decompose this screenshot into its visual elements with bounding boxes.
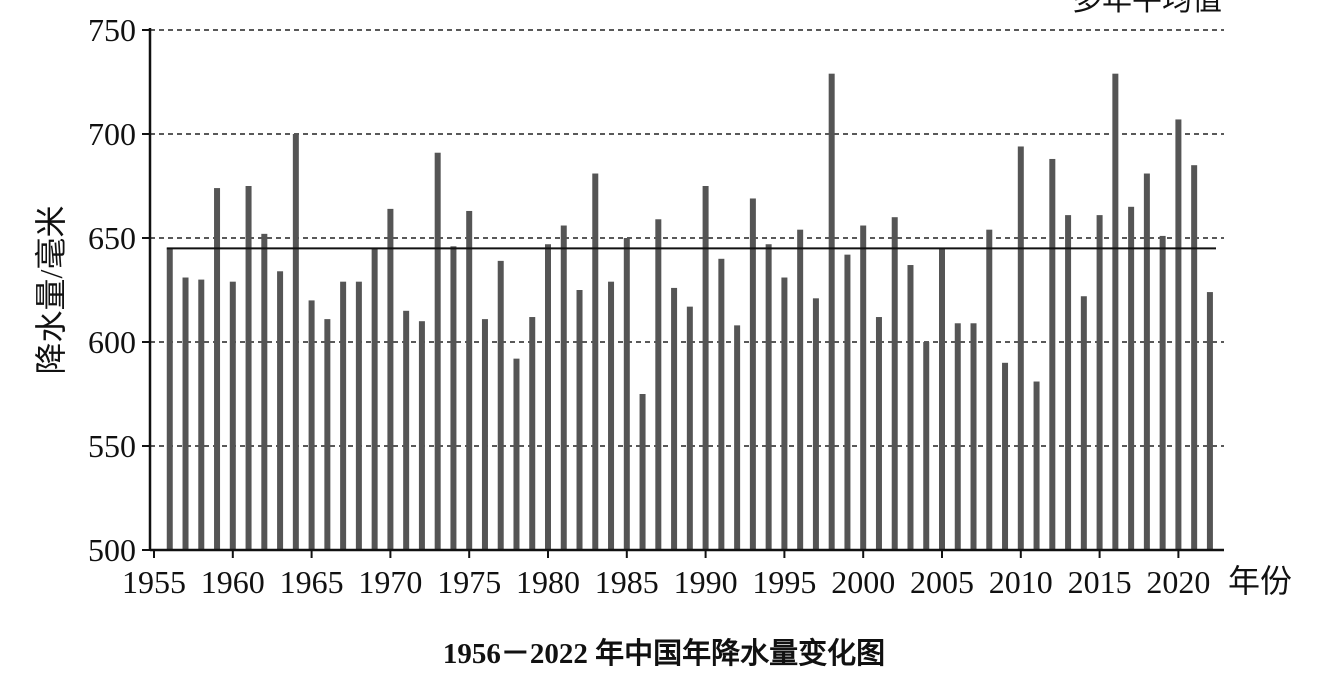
x-tick-label-1985: 1985 [595,564,659,600]
bar-1992 [734,325,741,550]
x-tick-label-2015: 2015 [1068,564,1132,600]
x-tick-label-1970: 1970 [358,564,422,600]
y-tick-label-600: 600 [88,324,136,360]
bar-1987 [655,219,662,550]
bar-1972 [418,321,425,550]
bar-1977 [497,260,504,550]
bar-2016 [1112,73,1119,551]
x-tick-label-1995: 1995 [752,564,816,600]
bar-2017 [1128,206,1135,551]
bar-1983 [592,173,599,550]
bar-1991 [718,258,725,550]
x-axis-title: 年份 [1228,563,1292,599]
x-tick-label-2020: 2020 [1146,564,1210,600]
bar-1964 [292,134,299,550]
bar-1984 [608,281,615,550]
bar-1962 [261,233,268,550]
bar-1961 [245,186,252,550]
bar-1968 [355,281,362,550]
bar-2009 [1002,362,1009,550]
x-tick-label-2005: 2005 [910,564,974,600]
reference-line-label: 多年平均值 [1072,0,1222,17]
bar-2002 [891,217,898,550]
bar-1997 [812,298,819,550]
bar-1994 [765,244,772,551]
bar-2015 [1096,215,1103,550]
bar-1986 [639,394,646,550]
bar-2014 [1080,296,1087,550]
x-tick-label-1980: 1980 [516,564,580,600]
bar-1985 [623,238,630,550]
bar-1956 [166,248,173,550]
bar-2018 [1143,173,1150,550]
bar-1981 [560,225,567,550]
bar-2011 [1033,381,1040,550]
bar-2001 [875,317,882,550]
y-tick-label-550: 550 [88,428,136,464]
bar-1995 [781,277,788,550]
bar-2003 [907,265,914,550]
bar-1988 [671,287,678,550]
bar-2008 [986,229,993,550]
bar-1998 [828,73,835,551]
bar-2021 [1191,165,1198,550]
bar-1976 [481,319,488,550]
bar-2010 [1017,146,1024,551]
bar-1973 [434,152,441,550]
bar-1982 [576,290,583,550]
bar-1989 [686,306,693,550]
y-tick-label-650: 650 [88,220,136,256]
bar-2004 [923,342,930,550]
bar-2006 [954,323,961,550]
bar-1965 [308,300,315,550]
bar-1990 [702,186,709,550]
x-tick-label-2010: 2010 [989,564,1053,600]
y-tick-label-700: 700 [88,116,136,152]
bar-1980 [545,244,551,551]
bar-2019 [1159,235,1166,551]
bar-1966 [324,319,331,550]
bar-1957 [182,277,189,550]
bar-1978 [513,358,520,550]
bar-1970 [387,208,394,550]
bar-2000 [860,225,867,550]
bar-2013 [1065,215,1072,550]
bar-1999 [844,254,851,550]
bar-1993 [749,198,756,551]
x-tick-label-1965: 1965 [280,564,344,600]
y-axis-title: 降水量/毫米 [33,206,69,375]
bar-1958 [198,279,205,550]
y-tick-label-750: 750 [88,12,136,48]
bar-1975 [466,210,473,550]
bar-1963 [277,271,284,550]
bar-2005 [939,248,945,550]
bar-1979 [529,317,536,550]
bar-1959 [214,188,221,550]
x-tick-label-1975: 1975 [437,564,501,600]
x-tick-label-1955: 1955 [122,564,186,600]
axis-layer: 500 550 600 650 700 750 1955 1960 1965 1970 1975 19… [88,12,1224,600]
bar-1967 [340,281,347,550]
bar-1974 [450,246,457,550]
bar-1996 [797,229,804,550]
x-tick-label-2000: 2000 [831,564,895,600]
bar-1969 [371,248,378,550]
bar-1971 [403,310,410,550]
bar-layer [166,73,1213,551]
bar-2022 [1206,292,1213,550]
bar-1960 [229,281,236,550]
x-tick-label-1990: 1990 [674,564,738,600]
bar-2012 [1049,158,1056,550]
bar-2007 [970,323,977,550]
bar-2020 [1175,119,1182,550]
chart-title: 1956－2022 年中国年降水量变化图 [443,636,885,670]
grid-layer [150,29,1224,447]
x-tick-label-1960: 1960 [201,564,265,600]
y-tick-label-500: 500 [88,532,136,568]
